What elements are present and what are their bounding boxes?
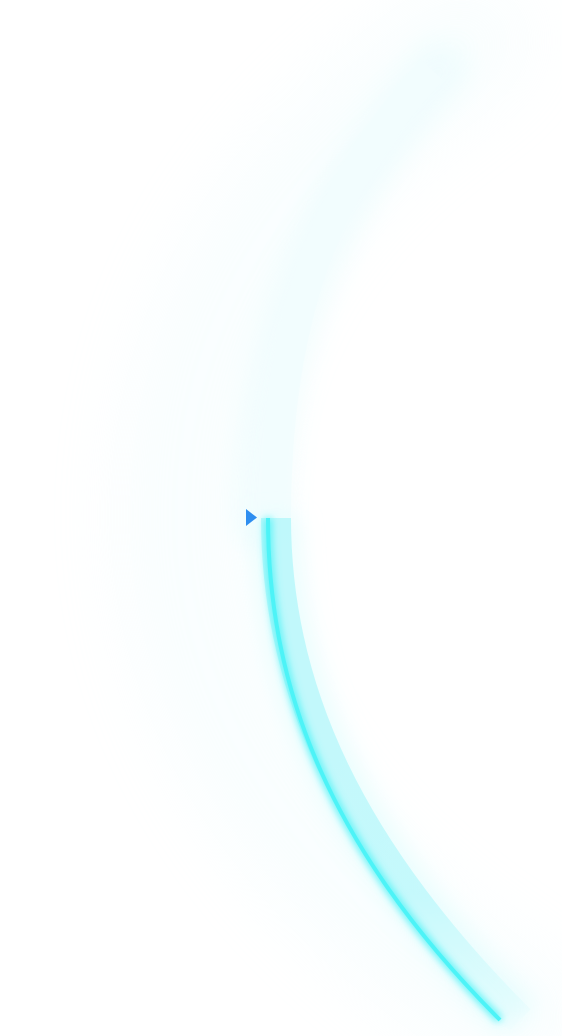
arc-ambient-glow: [119, 0, 562, 1036]
arc-fill-soft: [261, 517, 531, 1031]
arc-track: [261, 59, 443, 519]
play-triangle-icon: [246, 509, 257, 526]
arc-fill-level-core: [266, 517, 502, 1022]
